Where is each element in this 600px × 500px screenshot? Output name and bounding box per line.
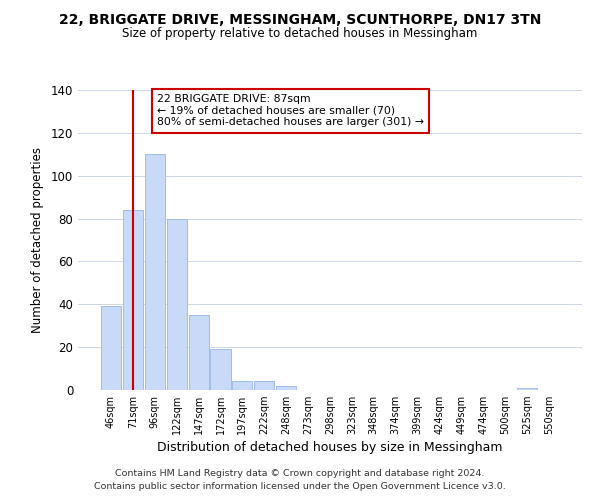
Bar bbox=[188, 315, 209, 390]
Bar bbox=[123, 210, 143, 390]
Bar bbox=[254, 382, 274, 390]
Y-axis label: Number of detached properties: Number of detached properties bbox=[31, 147, 44, 333]
Bar bbox=[232, 382, 253, 390]
Bar bbox=[211, 350, 230, 390]
Bar bbox=[101, 306, 121, 390]
Bar bbox=[276, 386, 296, 390]
Text: Contains HM Land Registry data © Crown copyright and database right 2024.: Contains HM Land Registry data © Crown c… bbox=[115, 468, 485, 477]
X-axis label: Distribution of detached houses by size in Messingham: Distribution of detached houses by size … bbox=[157, 442, 503, 454]
Bar bbox=[145, 154, 165, 390]
Text: 22, BRIGGATE DRIVE, MESSINGHAM, SCUNTHORPE, DN17 3TN: 22, BRIGGATE DRIVE, MESSINGHAM, SCUNTHOR… bbox=[59, 12, 541, 26]
Text: Size of property relative to detached houses in Messingham: Size of property relative to detached ho… bbox=[122, 28, 478, 40]
Text: Contains public sector information licensed under the Open Government Licence v3: Contains public sector information licen… bbox=[94, 482, 506, 491]
Text: 22 BRIGGATE DRIVE: 87sqm
← 19% of detached houses are smaller (70)
80% of semi-d: 22 BRIGGATE DRIVE: 87sqm ← 19% of detach… bbox=[157, 94, 424, 128]
Bar bbox=[517, 388, 537, 390]
Bar bbox=[167, 218, 187, 390]
